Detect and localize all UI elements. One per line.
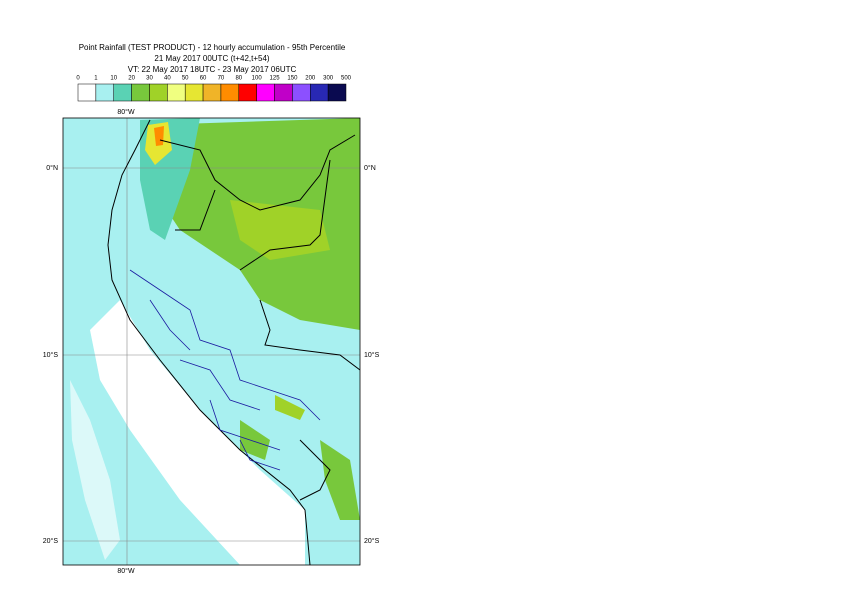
colorbar-label: 10 bbox=[110, 76, 117, 82]
colorbar-label: 80 bbox=[235, 76, 242, 82]
colorbar: 0 1 10 20 30 40 50 60 70 80 100 125 150 200 300 500 bbox=[76, 76, 352, 102]
colorbar-label: 60 bbox=[200, 76, 207, 82]
lon-label: 80°W bbox=[117, 567, 135, 575]
colorbar-label: 200 bbox=[305, 76, 316, 82]
colorbar-label: 40 bbox=[164, 76, 171, 82]
colorbar-label: 20 bbox=[128, 76, 135, 82]
title-line: Point Rainfall (TEST PRODUCT) - 12 hourl… bbox=[79, 43, 346, 52]
colorbar-label: 1 bbox=[94, 76, 98, 82]
colorbar-label: 150 bbox=[287, 76, 298, 82]
colorbar-label: 300 bbox=[323, 76, 334, 82]
colorbar-label: 500 bbox=[341, 76, 352, 82]
colorbar-box bbox=[310, 83, 329, 102]
title-line: 21 May 2017 00UTC (t+42,t+54) bbox=[154, 54, 270, 63]
coastline bbox=[107, 119, 311, 565]
map: 80°W 80°W 0°N 10°S 20°S 0°N 10°S 20°S bbox=[43, 108, 380, 575]
rain-area bbox=[154, 126, 164, 146]
colorbar-label: 70 bbox=[218, 76, 225, 82]
rain-area bbox=[275, 395, 305, 420]
colorbar-box bbox=[131, 83, 150, 102]
colorbar-label: 125 bbox=[270, 76, 281, 82]
lat-label: 20°S bbox=[364, 537, 380, 545]
lat-label: 0°N bbox=[364, 164, 376, 172]
colorbar-box bbox=[256, 83, 275, 102]
colorbar-box bbox=[292, 83, 311, 102]
colorbar-box bbox=[184, 83, 204, 102]
lat-label: 0°N bbox=[46, 164, 58, 172]
colorbar-box bbox=[113, 83, 132, 102]
region-border bbox=[129, 269, 321, 471]
rain-area bbox=[230, 200, 330, 260]
colorbar-box bbox=[95, 83, 114, 102]
border bbox=[159, 134, 360, 501]
map-frame bbox=[62, 117, 361, 566]
lon-label: 80°W bbox=[117, 108, 135, 116]
dry-area bbox=[70, 380, 120, 560]
colorbar-box bbox=[77, 83, 97, 102]
colorbar-box bbox=[220, 83, 240, 102]
colorbar-label: 0 bbox=[76, 76, 80, 82]
colorbar-label: 50 bbox=[182, 76, 189, 82]
colorbar-box bbox=[167, 83, 186, 102]
lat-label: 10°S bbox=[364, 351, 380, 359]
colorbar-label: 30 bbox=[146, 76, 153, 82]
title: Point Rainfall (TEST PRODUCT) - 12 hourl… bbox=[79, 43, 346, 74]
colorbar-box bbox=[327, 83, 347, 102]
colorbar-box bbox=[202, 83, 222, 102]
lat-label: 10°S bbox=[43, 351, 59, 359]
colorbar-box bbox=[149, 83, 168, 102]
colorbar-box bbox=[238, 83, 257, 102]
rain-area bbox=[320, 440, 360, 520]
dry-area bbox=[90, 300, 305, 565]
lat-label: 20°S bbox=[43, 537, 59, 545]
rain-area bbox=[240, 420, 270, 460]
colorbar-label: 100 bbox=[252, 76, 263, 82]
title-line: VT: 22 May 2017 18UTC - 23 May 2017 06UT… bbox=[128, 65, 297, 74]
colorbar-box bbox=[274, 83, 293, 102]
